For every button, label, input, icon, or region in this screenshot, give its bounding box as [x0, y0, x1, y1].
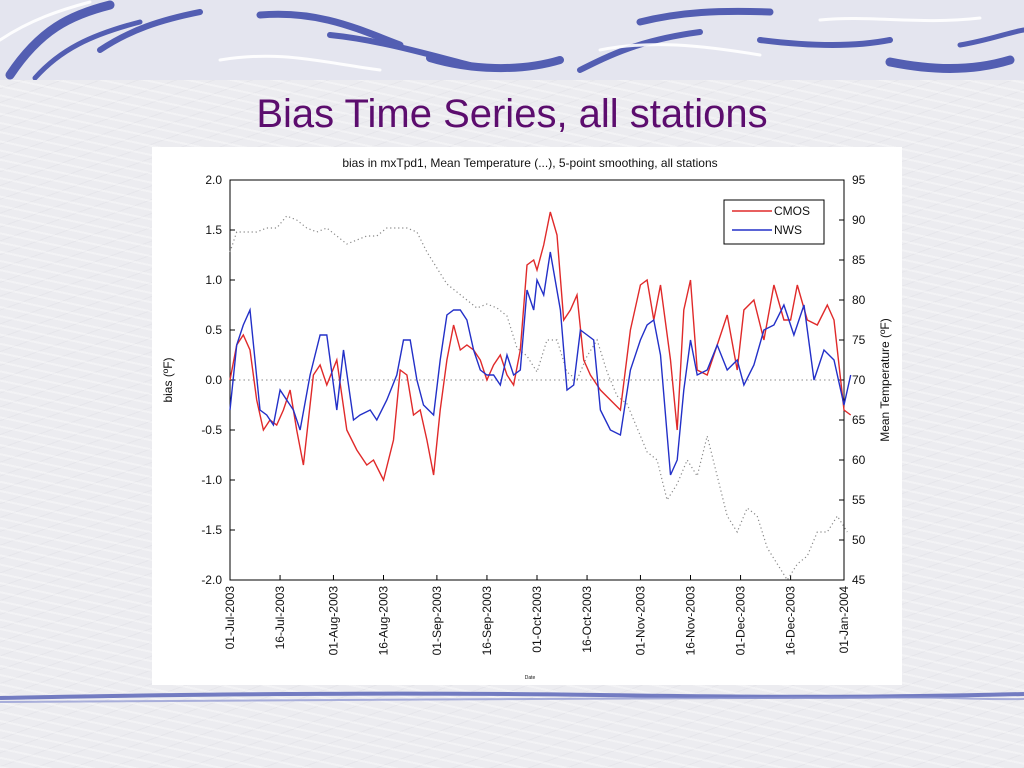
y2-tick-label: 80: [852, 293, 866, 307]
y2-tick-label: 75: [852, 333, 866, 347]
y-tick-label: -1.0: [201, 473, 222, 487]
legend-label-cmos: CMOS: [774, 204, 810, 218]
decorative-divider: [0, 691, 1024, 703]
y2-tick-label: 50: [852, 533, 866, 547]
y-tick-label: -2.0: [201, 573, 222, 587]
y2-axis-label: Mean Temperature (ºF): [878, 318, 892, 442]
legend-box: [723, 199, 825, 245]
decorative-banner: [0, 0, 1024, 81]
chart-title: bias in mxTpd1, Mean Temperature (...), …: [342, 156, 717, 170]
x-tick-label: 01-Aug-2003: [326, 586, 340, 656]
x-tick-label: 16-Nov-2003: [684, 586, 698, 656]
x-tick-label: 01-Oct-2003: [530, 586, 544, 653]
y-tick-label: -0.5: [201, 423, 222, 437]
x-tick-label: 01-Sep-2003: [430, 586, 444, 656]
y-axis-right: 45 50 55 60 65 70 75 80 85 90 95: [839, 173, 866, 587]
y-tick-label: -1.5: [201, 523, 222, 537]
x-tick-label: 16-Oct-2003: [580, 586, 594, 653]
series-mean-temperature-line: [229, 215, 848, 582]
legend-label-nws: NWS: [774, 223, 802, 237]
y-tick-label: 0.0: [205, 373, 222, 387]
x-tick-label: 01-Nov-2003: [633, 586, 647, 656]
x-tick-label: 01-Jan-2004: [837, 586, 851, 654]
y2-tick-label: 85: [852, 253, 866, 267]
x-tick-label: 16-Jul-2003: [273, 586, 287, 650]
chart-panel: bias in mxTpd1, Mean Temperature (...), …: [152, 147, 902, 685]
y-tick-label: 2.0: [205, 173, 222, 187]
y-tick-label: 0.5: [205, 323, 222, 337]
y2-tick-label: 55: [852, 493, 866, 507]
slide-title: Bias Time Series, all stations: [256, 92, 768, 136]
legend: CMOS NWS: [723, 199, 825, 245]
swirl-decoration: [0, 0, 1024, 81]
y2-tick-label: 90: [852, 213, 866, 227]
x-tick-label: 16-Dec-2003: [784, 586, 798, 656]
y-tick-label: 1.5: [205, 223, 222, 237]
x-tick-label: 01-Dec-2003: [734, 586, 748, 656]
bias-time-series-chart: bias in mxTpd1, Mean Temperature (...), …: [161, 156, 892, 681]
y-axis-label: bias (ºF): [161, 357, 175, 402]
y-axis-left: -2.0 -1.5 -1.0 -0.5 0.0 0.5 1.0 1.5 2.0: [201, 173, 235, 587]
series-layer: [229, 211, 852, 582]
y2-tick-label: 65: [852, 413, 866, 427]
series-nws-line: [229, 251, 852, 476]
x-axis-label: Date: [525, 675, 536, 681]
series-cmos-line: [229, 211, 852, 483]
x-tick-label: 16-Aug-2003: [377, 586, 391, 656]
x-tick-label: 01-Jul-2003: [223, 586, 237, 650]
y-tick-label: 1.0: [205, 273, 222, 287]
y2-tick-label: 95: [852, 173, 866, 187]
y2-tick-label: 70: [852, 373, 866, 387]
x-axis: 01-Jul-2003 16-Jul-2003 01-Aug-2003 16-Aug-…: [223, 575, 851, 655]
x-tick-label: 16-Sep-2003: [480, 586, 494, 656]
y2-tick-label: 45: [852, 573, 866, 587]
y2-tick-label: 60: [852, 453, 866, 467]
